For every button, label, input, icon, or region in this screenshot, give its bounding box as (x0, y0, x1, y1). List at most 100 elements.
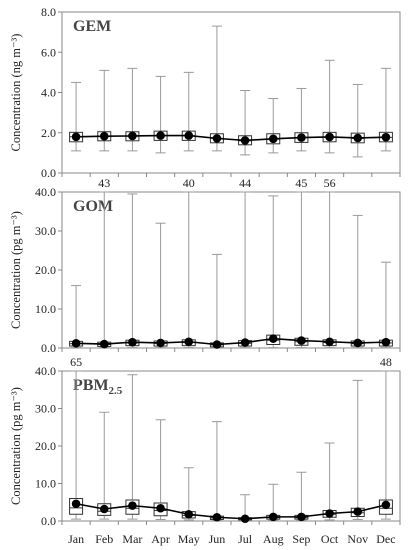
mean-point-oct (325, 509, 334, 518)
mean-point-sep (297, 133, 306, 142)
box-mar (125, 193, 140, 349)
x-tick-label-jun: Jun (209, 532, 226, 546)
x-tick-label-jul: Jul (238, 532, 253, 546)
over-range-label: 44 (239, 176, 251, 190)
y-tick-label: 10.0 (35, 302, 56, 316)
y-tick-label: 30.0 (35, 224, 56, 238)
y-tick-label: 30.0 (35, 402, 56, 416)
mean-point-may (184, 509, 194, 519)
box-jun (209, 253, 224, 349)
box-dec (378, 261, 393, 349)
x-axis-month-labels: Jan Feb Mar Apr May Jun Jul Aug Sep Oct Nov Dec (68, 532, 395, 546)
mean-point-jun (212, 340, 222, 349)
y-tick-label: 40.0 (35, 364, 56, 378)
mean-point-sep (297, 512, 306, 522)
box-apr (153, 222, 168, 349)
over-range-label: 45 (295, 176, 307, 190)
mean-line (75, 502, 387, 520)
plot-frame (61, 11, 401, 174)
box-oct (322, 442, 337, 521)
y-tick-label: 8.0 (41, 5, 56, 19)
mean-point-jul (240, 514, 250, 524)
box-nov (350, 83, 365, 158)
y-tick-label: 20.0 (35, 263, 56, 277)
panel-pbm: 0.0 10.0 20.0 30.0 40.0 Concentration (pg m⁻³… (9, 355, 401, 528)
box-feb (97, 191, 112, 349)
over-range-label: 43 (98, 176, 110, 190)
mean-point-jul (240, 338, 250, 347)
mean-point-jun (212, 134, 222, 143)
box-jul (238, 191, 253, 349)
box-jan (69, 285, 84, 349)
panel-gem: 0.0 2.0 4.0 6.0 8.0 Concentration (ng m⁻³) GEM (9, 5, 401, 180)
box-apr (153, 75, 168, 154)
mean-point-mar (128, 501, 137, 510)
over-range-label: 40 (183, 176, 195, 190)
box-jun (209, 421, 224, 521)
mean-point-nov (353, 507, 363, 516)
y-tick-label: 0.0 (41, 341, 56, 355)
panel-gom: 0.0 10.0 20.0 30.0 40.0 Concentration (pg m⁻³… (9, 176, 401, 355)
mean-point-feb (99, 131, 109, 141)
x-tick-label-aug: Aug (263, 532, 284, 546)
x-tick-label-apr: Apr (151, 532, 170, 546)
mean-point-dec (381, 500, 391, 510)
box-sep (294, 191, 309, 349)
x-tick-label-jan: Jan (68, 532, 84, 546)
panel-title: PBM2.5 (73, 377, 123, 397)
panel-title: GOM (73, 198, 113, 215)
mean-point-aug (268, 334, 278, 343)
box-oct (322, 191, 337, 349)
mean-point-aug (268, 134, 278, 144)
box-nov (350, 379, 365, 520)
mean-point-nov (353, 338, 363, 348)
x-tick-label-sep: Sep (292, 532, 310, 546)
y-axis-label: Concentration (pg m⁻³) (9, 387, 23, 505)
mean-point-nov (353, 133, 363, 143)
y-axis-label: Concentration (ng m⁻³) (9, 34, 23, 152)
mean-point-oct (325, 132, 334, 142)
y-tick-label: 0.0 (41, 166, 56, 180)
mean-point-dec (381, 337, 391, 347)
mean-point-feb (99, 339, 109, 349)
x-tick-label-nov: Nov (347, 532, 368, 546)
box-feb (97, 411, 112, 520)
panel-title: GEM (73, 18, 111, 35)
x-tick-label-oct: Oct (321, 532, 339, 546)
mean-point-dec (381, 132, 391, 142)
x-tick-label-feb: Feb (95, 532, 113, 546)
mean-point-mar (128, 131, 137, 141)
y-tick-label: 0.0 (41, 514, 56, 528)
box-dec (378, 370, 393, 520)
mean-point-may (184, 337, 194, 347)
mean-line (76, 134, 386, 142)
over-range-label: 48 (380, 355, 392, 369)
box-aug (266, 98, 281, 154)
mean-point-jan (71, 339, 81, 348)
mean-point-sep (297, 336, 306, 345)
box-mar (125, 374, 140, 520)
x-tick-label-mar: Mar (122, 532, 142, 546)
plot-frame (61, 191, 401, 349)
mean-point-apr (156, 503, 165, 513)
mean-point-apr (156, 338, 165, 348)
mean-point-jul (240, 136, 250, 145)
mean-point-jun (212, 512, 222, 522)
mean-point-jan (71, 499, 81, 509)
y-tick-label: 10.0 (35, 477, 56, 491)
box-aug (266, 195, 281, 349)
y-tick-label: 2.0 (41, 126, 56, 140)
x-tick-label-may: May (178, 532, 200, 546)
over-range-label: 56 (324, 176, 336, 190)
y-axis-label: Concentration (pg m⁻³) (9, 211, 23, 329)
mean-point-mar (128, 337, 137, 347)
box-nov (350, 214, 365, 349)
mean-point-oct (325, 337, 334, 347)
mean-point-jan (71, 132, 81, 142)
over-range-label: 65 (70, 355, 82, 369)
mean-line (76, 337, 386, 346)
box-may (181, 191, 196, 349)
box-jul (238, 89, 253, 156)
box-jun (209, 25, 224, 152)
